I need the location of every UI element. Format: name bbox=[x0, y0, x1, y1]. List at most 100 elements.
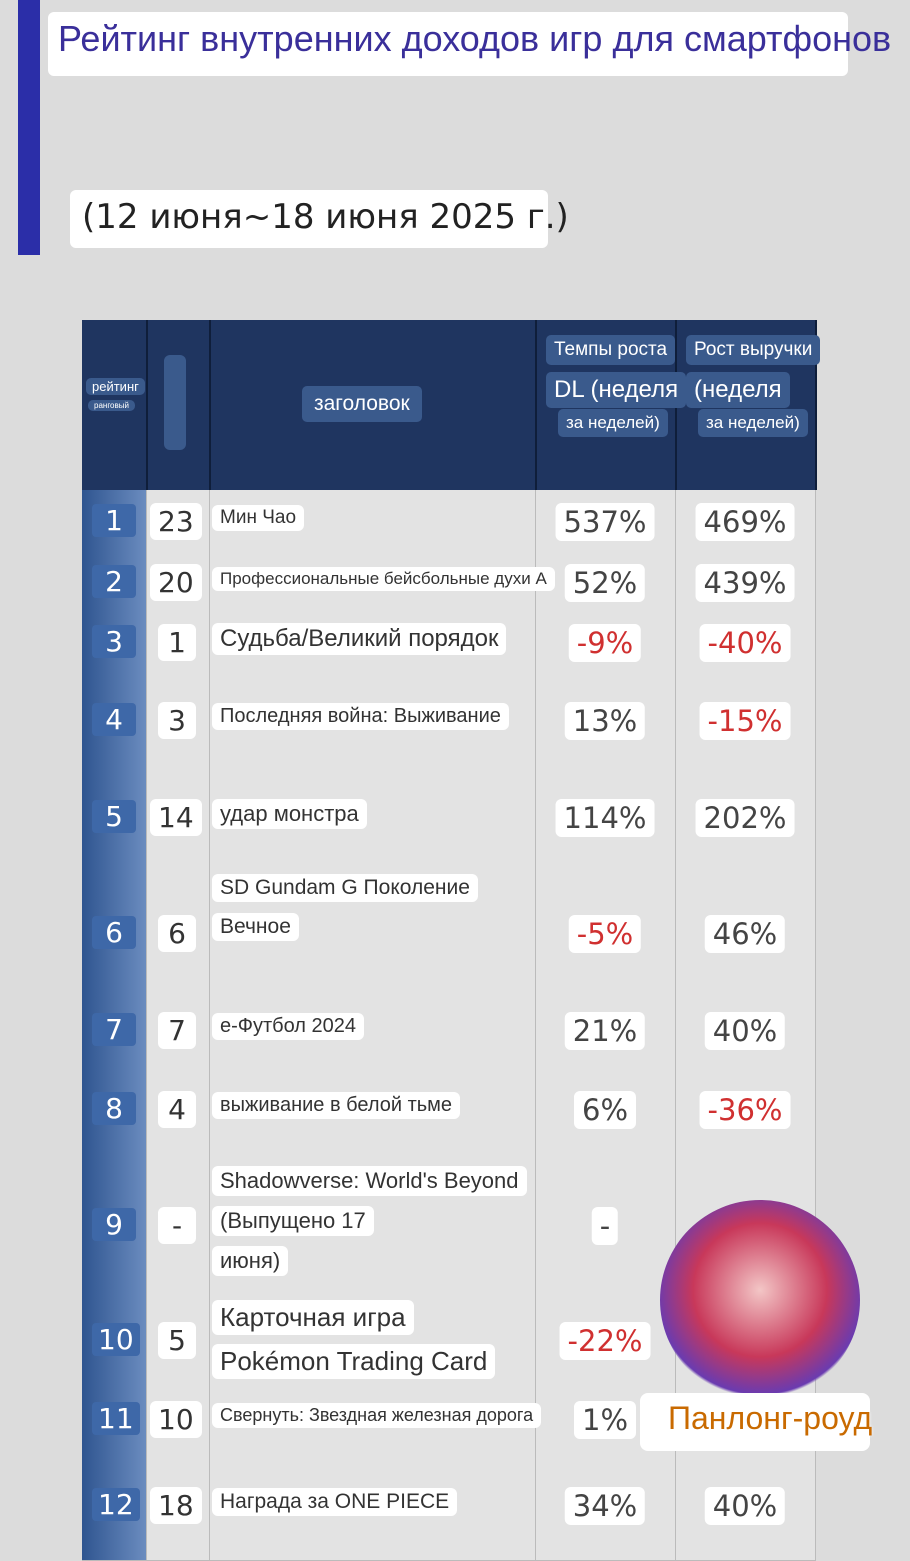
col-divider bbox=[675, 1000, 676, 1060]
col-divider bbox=[535, 612, 536, 672]
game-title: (Выпущено 17 bbox=[212, 1206, 374, 1236]
rank: 10 bbox=[92, 1323, 140, 1356]
col-divider bbox=[535, 1000, 536, 1060]
page: Рейтинг внутренних доходов игр для смарт… bbox=[18, 0, 892, 1561]
rank: 7 bbox=[92, 1013, 136, 1046]
header-divider bbox=[146, 320, 148, 490]
value-rev: 46% bbox=[704, 915, 786, 953]
col-divider bbox=[675, 672, 676, 768]
game-title: Свернуть: Звездная железная дорога bbox=[212, 1403, 542, 1428]
col-divider bbox=[675, 552, 676, 612]
accent-bar bbox=[18, 0, 40, 255]
value-dl: 537% bbox=[555, 503, 655, 541]
subtitle-box bbox=[70, 190, 548, 248]
col-divider bbox=[146, 672, 147, 768]
value-rev: 439% bbox=[695, 564, 795, 602]
header-revenue: (неделя bbox=[686, 372, 790, 408]
prev-rank: - bbox=[158, 1207, 196, 1244]
game-title: e-Футбол 2024 bbox=[212, 1013, 365, 1040]
header-revenue: за неделей) bbox=[698, 409, 808, 437]
header-revenue: Рост выручки bbox=[686, 335, 821, 365]
value-rev: -15% bbox=[699, 702, 791, 740]
rank: 5 bbox=[92, 800, 136, 833]
prev-rank: 20 bbox=[150, 564, 202, 601]
game-title: Pokémon Trading Card bbox=[212, 1344, 496, 1379]
rank: 9 bbox=[92, 1208, 136, 1241]
col-divider bbox=[535, 1060, 536, 1158]
header-prev bbox=[164, 355, 186, 450]
header-rank: рейтинг bbox=[86, 378, 145, 395]
col-divider bbox=[209, 1388, 210, 1450]
rank: 11 bbox=[92, 1402, 140, 1435]
col-divider bbox=[675, 490, 676, 552]
value-dl: 6% bbox=[573, 1091, 637, 1129]
logo bbox=[660, 1200, 860, 1400]
prev-rank: 4 bbox=[158, 1091, 196, 1128]
col-divider bbox=[146, 1450, 147, 1560]
col-divider bbox=[675, 1060, 676, 1158]
col-divider bbox=[209, 1158, 210, 1292]
col-divider bbox=[209, 612, 210, 672]
value-dl: -5% bbox=[568, 915, 642, 953]
col-divider bbox=[146, 612, 147, 672]
col-divider bbox=[675, 768, 676, 866]
game-title: Профессиональные бейсбольные духи A bbox=[212, 566, 555, 591]
value-rev: 469% bbox=[695, 503, 795, 541]
rank: 2 bbox=[92, 565, 136, 598]
value-dl: -9% bbox=[568, 624, 642, 662]
game-title: Мин Чао bbox=[212, 504, 305, 531]
col-divider bbox=[146, 552, 147, 612]
game-title: удар монстра bbox=[212, 799, 367, 829]
prev-rank: 1 bbox=[158, 624, 196, 661]
header-divider bbox=[535, 320, 537, 490]
col-divider bbox=[535, 1158, 536, 1292]
prev-rank: 14 bbox=[150, 799, 202, 836]
header-dl: DL (неделя bbox=[546, 372, 687, 408]
col-divider bbox=[146, 1292, 147, 1388]
col-divider bbox=[535, 768, 536, 866]
col-divider bbox=[209, 1450, 210, 1560]
col-divider bbox=[146, 768, 147, 866]
game-title: Вечное bbox=[212, 913, 299, 941]
col-divider bbox=[535, 490, 536, 552]
game-title: выживание в белой тьме bbox=[212, 1092, 461, 1119]
title-box bbox=[48, 12, 848, 76]
col-divider bbox=[146, 1158, 147, 1292]
col-divider bbox=[209, 1000, 210, 1060]
value-rev: -40% bbox=[699, 624, 791, 662]
row-cell bbox=[82, 1000, 816, 1061]
row-cell bbox=[82, 768, 816, 867]
game-title: Карточная игра bbox=[212, 1300, 414, 1335]
value-rev: 40% bbox=[704, 1487, 786, 1525]
col-divider bbox=[146, 1060, 147, 1158]
prev-rank: 6 bbox=[158, 915, 196, 952]
value-rev: 40% bbox=[704, 1012, 786, 1050]
value-rev: -36% bbox=[699, 1091, 791, 1129]
col-divider bbox=[209, 672, 210, 768]
col-divider bbox=[209, 552, 210, 612]
value-dl: -22% bbox=[559, 1322, 651, 1360]
prev-rank: 7 bbox=[158, 1012, 196, 1049]
title: Рейтинг внутренних доходов игр для смарт… bbox=[58, 18, 892, 59]
rank: 3 bbox=[92, 625, 136, 658]
game-title: Судьба/Великий порядок bbox=[212, 623, 507, 655]
watermark: Панлонг-роуд bbox=[668, 1400, 873, 1436]
rank: 1 bbox=[92, 504, 136, 537]
prev-rank: 10 bbox=[150, 1401, 202, 1438]
value-dl: 114% bbox=[555, 799, 655, 837]
col-divider bbox=[675, 866, 676, 1000]
subtitle: (12 июня~18 июня 2025 г.) bbox=[82, 197, 569, 237]
col-divider bbox=[209, 866, 210, 1000]
col-divider bbox=[535, 1292, 536, 1388]
col-divider bbox=[675, 1450, 676, 1560]
game-title: SD Gundam G Поколение bbox=[212, 874, 478, 902]
header-rank-sub: ранговый bbox=[88, 400, 135, 411]
col-divider bbox=[209, 768, 210, 866]
col-divider bbox=[209, 1292, 210, 1388]
header-dl: Темпы роста bbox=[546, 335, 676, 365]
value-dl: 52% bbox=[564, 564, 646, 602]
prev-rank: 5 bbox=[158, 1322, 196, 1359]
rank: 12 bbox=[92, 1488, 140, 1521]
header-title: заголовок bbox=[302, 386, 422, 422]
prev-rank: 23 bbox=[150, 503, 202, 540]
